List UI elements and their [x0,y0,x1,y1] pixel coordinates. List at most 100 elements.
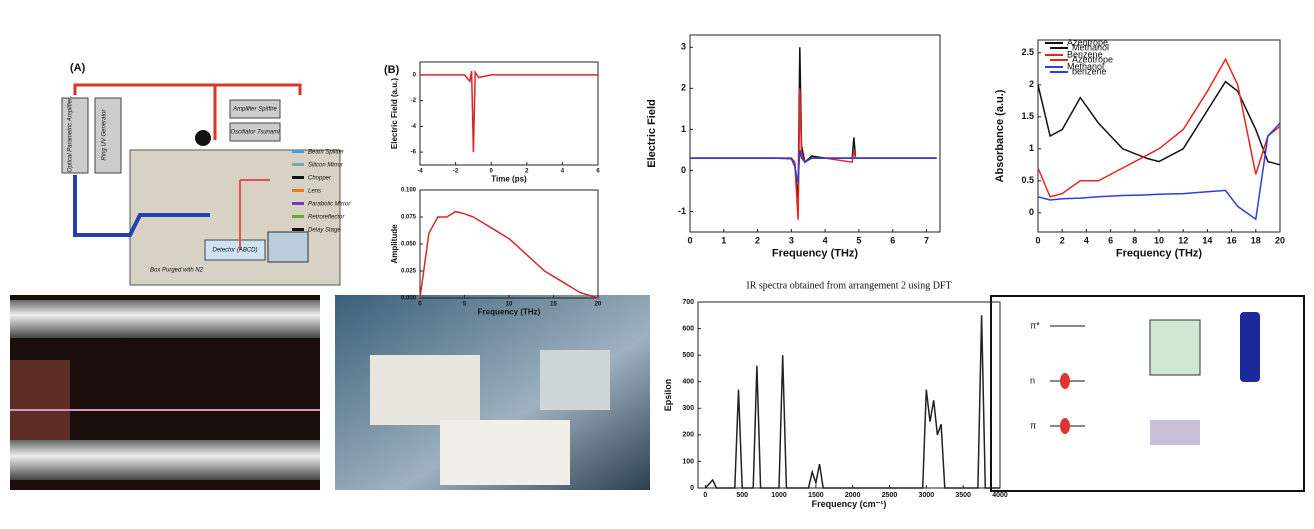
x-tick-label: 6 [890,235,895,245]
x-tick-label: 0 [418,302,422,308]
legend-swatch [292,215,304,218]
y-tick-label: 100 [682,458,694,465]
legend-swatch [292,228,304,231]
detector-box [204,239,266,261]
setup-diagram: (A) Optical Parametric Amplifier Ring UV… [61,62,351,286]
rod [10,440,320,480]
legend-label: Delay Stage [308,228,341,234]
x-axis-label: Frequency (cm⁻¹) [812,499,887,509]
legend-label: Beam Splitter [308,150,345,156]
series-line [690,88,937,220]
y-tick-label: 0 [690,485,694,492]
y-tick-label: 0.025 [401,269,417,275]
panel-label: (B) [384,64,400,76]
y-tick-label: 300 [682,405,694,412]
x-tick-label: 7 [924,235,929,245]
x-tick-label: 5 [856,235,861,245]
part-label: Amplifier Spitfire [232,107,277,113]
legend-swatch [292,176,304,179]
y-tick-label: 0.000 [401,296,417,302]
y-tick-label: 0.5 [1021,175,1034,185]
x-tick-label: 1500 [808,492,824,499]
amp-box [229,99,281,119]
y-tick-label: 0.100 [401,188,417,194]
plot-frame [689,34,941,233]
plot-frame [419,61,599,166]
energy-diagram: π* n π [990,295,1305,492]
x-tick-label: 3500 [955,492,971,499]
legend-label: Methanol [1072,42,1109,52]
part-label: Box Purged with N2 [150,268,204,274]
plot-frame [419,189,599,299]
instrument [440,420,570,485]
series-line [419,210,599,299]
x-tick-label: -4 [417,169,423,175]
y-tick-label: 0 [413,72,417,78]
computer [267,231,309,263]
x-tick-label: 2 [755,235,760,245]
chart-title: IR spectra obtained from arrangement 2 u… [746,280,951,291]
y-tick-label: 500 [682,352,694,359]
y-tick-label: 400 [682,379,694,386]
x-tick-label: 3 [789,235,794,245]
y-tick-label: 0 [1029,207,1034,217]
series-line [690,149,937,183]
series-line [1037,80,1281,166]
y-tick-label: -1 [678,206,686,216]
x-tick-label: 0 [703,492,707,499]
y-tick-label: 3 [681,42,686,52]
y-tick-label: 1.5 [1021,111,1034,121]
y-tick-label: 2 [681,83,686,93]
legend-label: Lens [308,189,321,195]
x-tick-label: 20 [1275,235,1285,245]
y-axis-label: Epsilon [663,379,673,412]
legend-label: Methanol [1067,61,1104,71]
y-tick-label: 600 [682,325,694,332]
x-tick-label: 2500 [882,492,898,499]
legend-label: Benzene [1067,49,1103,59]
level-label: π [1030,420,1036,430]
glow [10,360,70,440]
rod [10,300,320,338]
y-axis-label: Absorbance (a.u.) [994,89,1006,182]
x-tick-label: 4 [561,169,565,175]
y-tick-label: 0 [681,165,686,175]
x-tick-label: 0 [490,169,494,175]
x-tick-label: 8 [1132,235,1137,245]
chopper [195,130,211,146]
y-tick-label: 1 [681,124,686,134]
panel-label: (A) [70,62,86,74]
x-tick-label: 15 [550,302,557,308]
legend-label: Chopper [308,176,332,182]
x-axis-label: Time (ps) [491,175,527,184]
x-tick-label: 10 [506,302,513,308]
y-tick-label: -6 [411,150,417,156]
x-tick-label: 10 [1154,235,1164,245]
y-tick-label: 200 [682,432,694,439]
photo-capillary [10,295,320,490]
x-tick-label: 1 [721,235,726,245]
legend-label: Azeotrope [1067,37,1108,47]
y-tick-label: 2 [1029,79,1034,89]
y-tick-label: 2.5 [1021,47,1034,57]
x-tick-label: 500 [736,492,748,499]
legend-swatch [292,202,304,205]
x-tick-label: 2 [1060,235,1065,245]
legend-swatch [292,163,304,166]
x-tick-label: 4 [823,235,828,245]
series-line [704,315,1000,489]
legend-swatch [292,189,304,192]
legend-label: Silicon Mirror [308,163,344,169]
band [1150,420,1200,445]
x-tick-label: 20 [595,302,602,308]
y-axis-label: Electric Field (a.u.) [390,78,399,149]
y-tick-label: 0.075 [401,215,417,221]
legend-swatch [292,150,304,153]
x-axis-label: Frequency (THz) [1116,248,1203,260]
part-label: Optical Parametric Amplifier [68,97,74,172]
uv-beam [73,175,210,237]
series-line [1037,57,1281,198]
y-tick-label: -2 [411,98,417,104]
instrument [370,355,480,425]
y-axis-label: Amplitude [390,224,399,264]
